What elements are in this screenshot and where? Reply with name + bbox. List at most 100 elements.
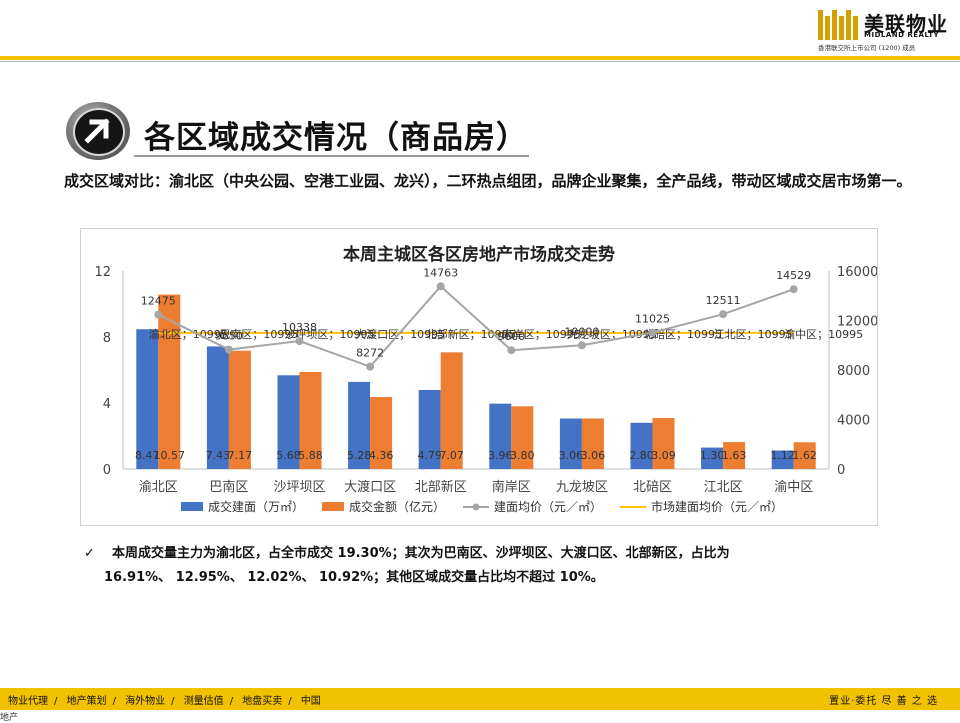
combo-chart: 本周主城区各区房地产市场成交走势 0 4 8 12 0 4000 8000 12000 16000… [94, 244, 877, 514]
price-data-label: 10338 [282, 321, 317, 334]
bar-data-label: 5.88 [298, 449, 323, 462]
bar-area [559, 418, 582, 469]
price-point [154, 310, 163, 319]
price-data-label: 14529 [776, 269, 811, 282]
bar-data-label: 4.79 [417, 449, 442, 462]
average-line-label: 渝中区；10995 [784, 327, 863, 341]
bar-data-label: 1.62 [792, 449, 817, 462]
legend-swatch [181, 502, 203, 511]
legend-marker [472, 503, 480, 511]
legend-label: 市场建面均价（元／㎡） [651, 499, 783, 514]
y-right-tick-label: 16000 [837, 265, 877, 280]
y-left-tick-label: 12 [94, 265, 111, 280]
bar-area [348, 381, 371, 469]
footer-slogan: 置业·委托 尽 善 之 选 [829, 696, 938, 707]
average-line-label: 北部新区；10995 [426, 327, 516, 341]
price-data-label: 12511 [706, 294, 741, 307]
average-line-label: 巴南区；10995 [219, 328, 298, 341]
average-line-label: 九龙坡区；10995 [567, 328, 657, 341]
footer-item: 物业代理 [8, 696, 48, 707]
price-data-label: 9650 [215, 330, 243, 343]
price-data-label: 12475 [141, 295, 176, 308]
bar-data-label: 4.36 [369, 449, 394, 462]
check-icon: ✓ [84, 546, 95, 561]
x-tick-label: 江北区 [704, 480, 743, 495]
y-right-tick-label: 12000 [837, 315, 877, 330]
legend-label: 成交建面（万㎡） [208, 499, 304, 514]
price-point [224, 345, 233, 354]
summary-note: ✓ 本周成交量主力为渝北区，占全市成交 19.30%；其次为巴南区、沙坪坝区、大… [84, 542, 868, 590]
x-tick-label: 巴南区 [209, 479, 248, 495]
bar-amount [440, 352, 463, 469]
bar-data-label: 1.30 [700, 449, 725, 462]
average-line-label: 江北区；10995 [714, 328, 793, 341]
price-point [366, 362, 375, 371]
bar-area [418, 389, 441, 469]
price-point [577, 341, 586, 350]
price-point [507, 346, 516, 355]
bar-amount [299, 371, 322, 469]
bar-data-label: 3.06 [581, 449, 606, 462]
price-line [157, 284, 795, 368]
bar-data-label: 5.28 [347, 449, 372, 462]
midland-logo: 美联物业 MIDLAND REALTY 香港联交所上市公司 (1200) 成员 [818, 8, 958, 52]
description-text: 成交区域对比：渝北区（中央公园、空港工业园、龙兴），二环热点组团，品牌企业聚集，… [64, 172, 912, 190]
price-point [295, 337, 304, 346]
bar-area [136, 329, 159, 469]
bar-data-label: 1.63 [722, 449, 747, 462]
bar-data-label: 3.96 [488, 449, 513, 462]
logo-english-name: MIDLAND REALTY [864, 31, 940, 39]
bar-area [630, 422, 653, 469]
x-tick-label: 北部新区 [415, 479, 467, 495]
bar-data-label: 7.07 [439, 449, 464, 462]
x-tick-label: 九龙坡区 [556, 480, 608, 495]
bar-data-label: 2.80 [629, 449, 654, 462]
logo-chinese-name: 美联物业 [864, 12, 948, 36]
y-left-tick-label: 4 [103, 397, 111, 412]
bar-data-label: 3.80 [510, 449, 535, 462]
average-line-label: 南岸区；10995 [502, 328, 581, 341]
y-right-tick-label: 0 [837, 463, 845, 478]
bar-area [277, 375, 300, 469]
y-left-tick-label: 8 [103, 331, 111, 346]
x-tick-label: 渝北区 [139, 479, 178, 495]
price-point [719, 310, 728, 319]
legend-label: 建面均价（元／㎡） [494, 500, 602, 514]
bar-amount [652, 418, 675, 469]
x-tick-label: 南岸区 [492, 479, 531, 495]
price-point [648, 328, 657, 337]
logo-subtitle: 香港联交所上市公司 (1200) 成员 [818, 44, 916, 52]
bar-amount [723, 442, 746, 469]
y-left-tick-label: 0 [103, 463, 111, 478]
price-point [789, 285, 798, 294]
bar-data-label: 1.12 [770, 449, 795, 462]
logo-mark-icon [818, 10, 860, 40]
header-rule [0, 56, 960, 60]
bar-data-label: 3.06 [559, 449, 584, 462]
bar-area [771, 450, 794, 469]
bar-area [489, 403, 512, 469]
x-tick-label: 沙坪坝区 [273, 480, 325, 495]
bar-amount [581, 418, 604, 469]
legend-swatch [322, 502, 345, 511]
price-data-label: 14763 [423, 266, 458, 279]
bar-data-label: 8.47 [135, 449, 160, 462]
average-line-label: 沙坪坝区；10995 [285, 327, 375, 341]
average-line-label: 渝北区；10995 [149, 327, 228, 341]
page-title: 各区域成交情况（商品房） [144, 120, 528, 156]
footer-item: 地产策划 [66, 696, 107, 707]
price-data-label: 9600 [497, 330, 525, 343]
bar-data-label: 10.57 [154, 449, 186, 462]
bar-data-label: 3.09 [651, 449, 676, 462]
bar-data-label: 7.17 [228, 449, 253, 462]
price-data-label: 11025 [635, 313, 670, 326]
bar-amount [158, 294, 181, 469]
x-tick-label: 大渡口区 [344, 479, 396, 495]
footer-item: 海外物业 [125, 696, 166, 707]
title-underline [134, 155, 529, 157]
price-data-label: 8272 [356, 347, 384, 360]
chart-title: 本周主城区各区房地产市场成交走势 [343, 244, 615, 265]
price-point [436, 282, 445, 291]
y-right-tick-label: 4000 [837, 414, 870, 429]
bar-amount [511, 406, 534, 469]
